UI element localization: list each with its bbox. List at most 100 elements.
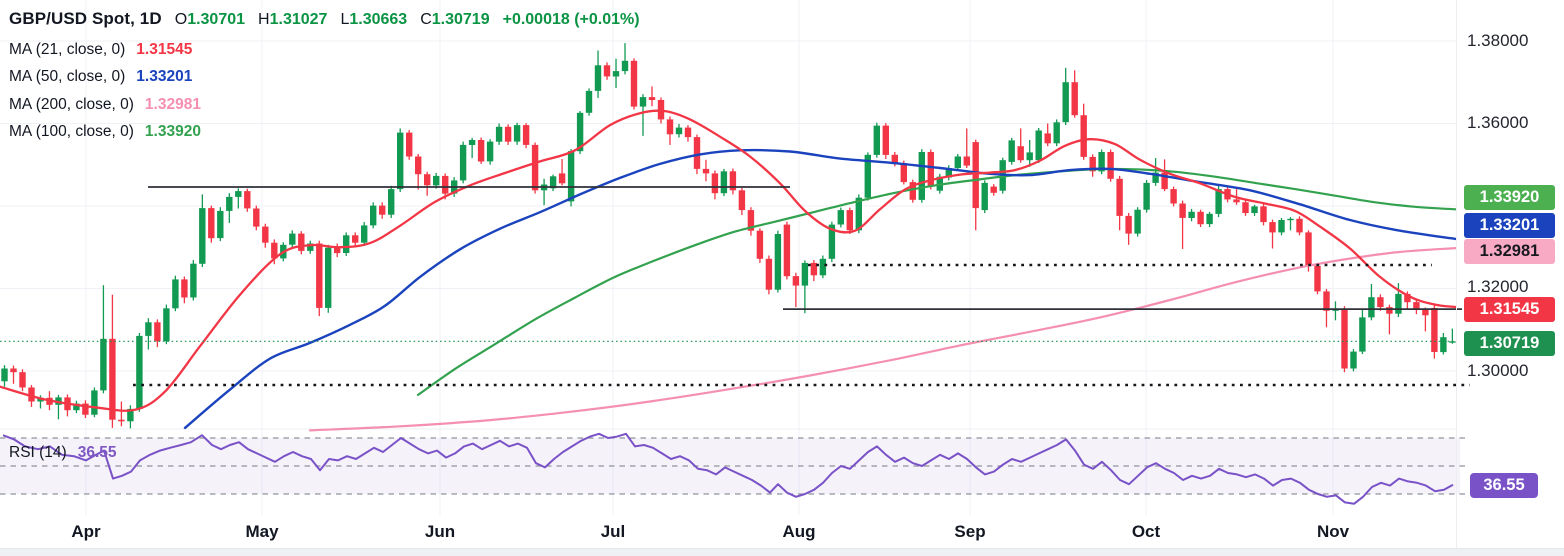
last-price-badge: 1.30719	[1464, 330, 1555, 356]
symbol-row[interactable]: GBP/USD Spot, 1D O1.30701 H1.31027 L1.30…	[9, 9, 640, 36]
candle	[621, 60, 629, 72]
ma100-price-badge: 1.33920	[1464, 184, 1555, 210]
candle	[217, 210, 224, 239]
candle	[379, 205, 386, 215]
candle	[513, 125, 521, 142]
symbol-title: GBP/USD Spot, 1D	[9, 9, 162, 28]
candle	[397, 132, 404, 190]
ma50-legend-row[interactable]: MA (50, close, 0) 1.33201	[9, 64, 640, 92]
ma100-legend-row[interactable]: MA (100, close, 0) 1.33920	[9, 119, 640, 147]
candle	[1431, 307, 1438, 352]
candle	[1215, 189, 1222, 214]
candle	[783, 224, 791, 277]
candle	[424, 174, 431, 186]
ma21-line[interactable]	[0, 109, 1458, 412]
x-axis-label-jun: Jun	[424, 522, 456, 541]
chart-legend: GBP/USD Spot, 1D O1.30701 H1.31027 L1.30…	[9, 9, 640, 146]
close-value: C1.30719	[420, 11, 490, 28]
candle	[477, 140, 485, 162]
candle	[1251, 206, 1258, 213]
ma200-price-badge: 1.32981	[1464, 238, 1555, 264]
candle	[738, 190, 746, 211]
x-axis-label-aug: Aug	[782, 522, 816, 541]
candle	[1170, 189, 1177, 204]
open-value: O1.30701	[174, 11, 246, 28]
x-axis-label-may: May	[245, 522, 279, 541]
x-axis-label-sep: Sep	[954, 522, 986, 541]
candle	[352, 235, 359, 243]
candle	[909, 182, 916, 200]
candle	[1368, 297, 1375, 318]
candle	[361, 225, 368, 243]
candle	[370, 205, 377, 226]
candle	[1089, 156, 1096, 172]
change-value: +0.00018 (+0.01%)	[502, 11, 640, 28]
candle	[918, 152, 925, 200]
candle	[1422, 309, 1429, 316]
candle	[1179, 203, 1186, 218]
candle	[181, 279, 188, 298]
candle	[172, 279, 179, 309]
candle	[253, 208, 260, 227]
candle	[711, 173, 719, 194]
candle	[1440, 337, 1447, 353]
candle	[594, 65, 602, 91]
candle	[549, 176, 557, 189]
candle	[1080, 115, 1087, 157]
ma200-value: 1.32981	[144, 95, 201, 113]
candle	[774, 234, 782, 290]
candle	[846, 210, 853, 231]
candle	[504, 126, 512, 142]
y-axis-label: 1.36000	[1467, 113, 1529, 132]
candle	[720, 171, 728, 194]
ma100-value: 1.33920	[144, 123, 201, 141]
candle	[1161, 172, 1168, 190]
ma200-legend-row[interactable]: MA (200, close, 0) 1.32981	[9, 91, 640, 119]
candle	[522, 125, 530, 145]
candle	[765, 258, 773, 290]
candle	[163, 308, 170, 342]
candle	[37, 397, 44, 402]
candle	[864, 154, 871, 198]
candle	[262, 226, 269, 243]
candle	[235, 191, 242, 197]
candle	[693, 137, 701, 169]
candle	[91, 390, 98, 415]
candle	[729, 171, 737, 191]
candle	[981, 182, 988, 211]
candle	[1188, 211, 1195, 218]
candle	[945, 168, 952, 178]
ma100-line[interactable]	[416, 167, 1458, 396]
candle	[1152, 172, 1159, 183]
candle	[495, 126, 503, 142]
candle	[612, 71, 620, 77]
candle	[873, 125, 880, 155]
ma21-legend-row[interactable]: MA (21, close, 0) 1.31545	[9, 36, 640, 64]
x-axis-label-apr: Apr	[71, 522, 101, 541]
candle	[792, 276, 800, 286]
rsi-legend[interactable]: RSI (14) 36.55	[9, 444, 117, 462]
ma50-line[interactable]	[183, 148, 1458, 430]
candle	[289, 233, 296, 245]
candle	[145, 322, 152, 336]
rsi-value-badge: 36.55	[1470, 472, 1538, 498]
candle	[343, 235, 350, 253]
candle	[73, 403, 80, 411]
candle	[585, 90, 593, 113]
candle	[1, 368, 8, 382]
ma200-line[interactable]	[308, 247, 1458, 432]
candle	[1035, 130, 1042, 161]
candle	[1044, 133, 1051, 144]
candle	[1062, 82, 1069, 123]
rsi-line[interactable]	[2, 432, 1454, 505]
candle	[1287, 218, 1294, 221]
candle	[109, 338, 116, 420]
candle	[756, 230, 764, 259]
candle	[19, 372, 26, 388]
candle	[630, 60, 638, 107]
candle	[828, 224, 836, 259]
candle	[855, 197, 862, 231]
candle	[127, 408, 134, 422]
